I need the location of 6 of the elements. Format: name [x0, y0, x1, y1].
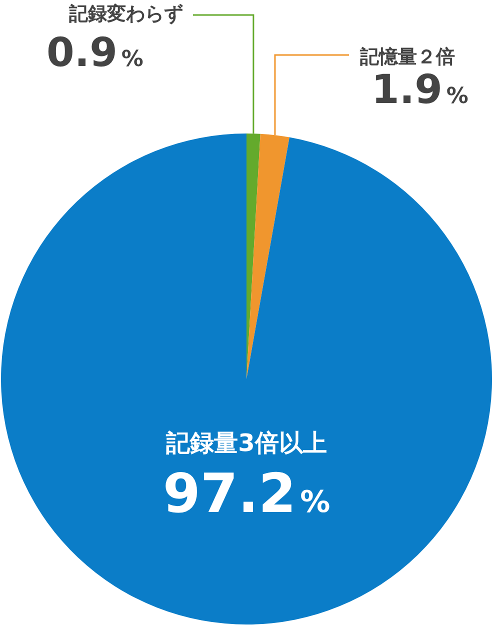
data-label: 1.9% [372, 67, 468, 113]
slice-label: 記憶量２倍 [359, 46, 455, 68]
data-label: 97.2% [162, 462, 330, 525]
data-label: 0.9% [46, 30, 144, 76]
slice-label: 記録量3倍以上 [165, 429, 327, 458]
slice-label: 記録変わらず [68, 2, 183, 25]
